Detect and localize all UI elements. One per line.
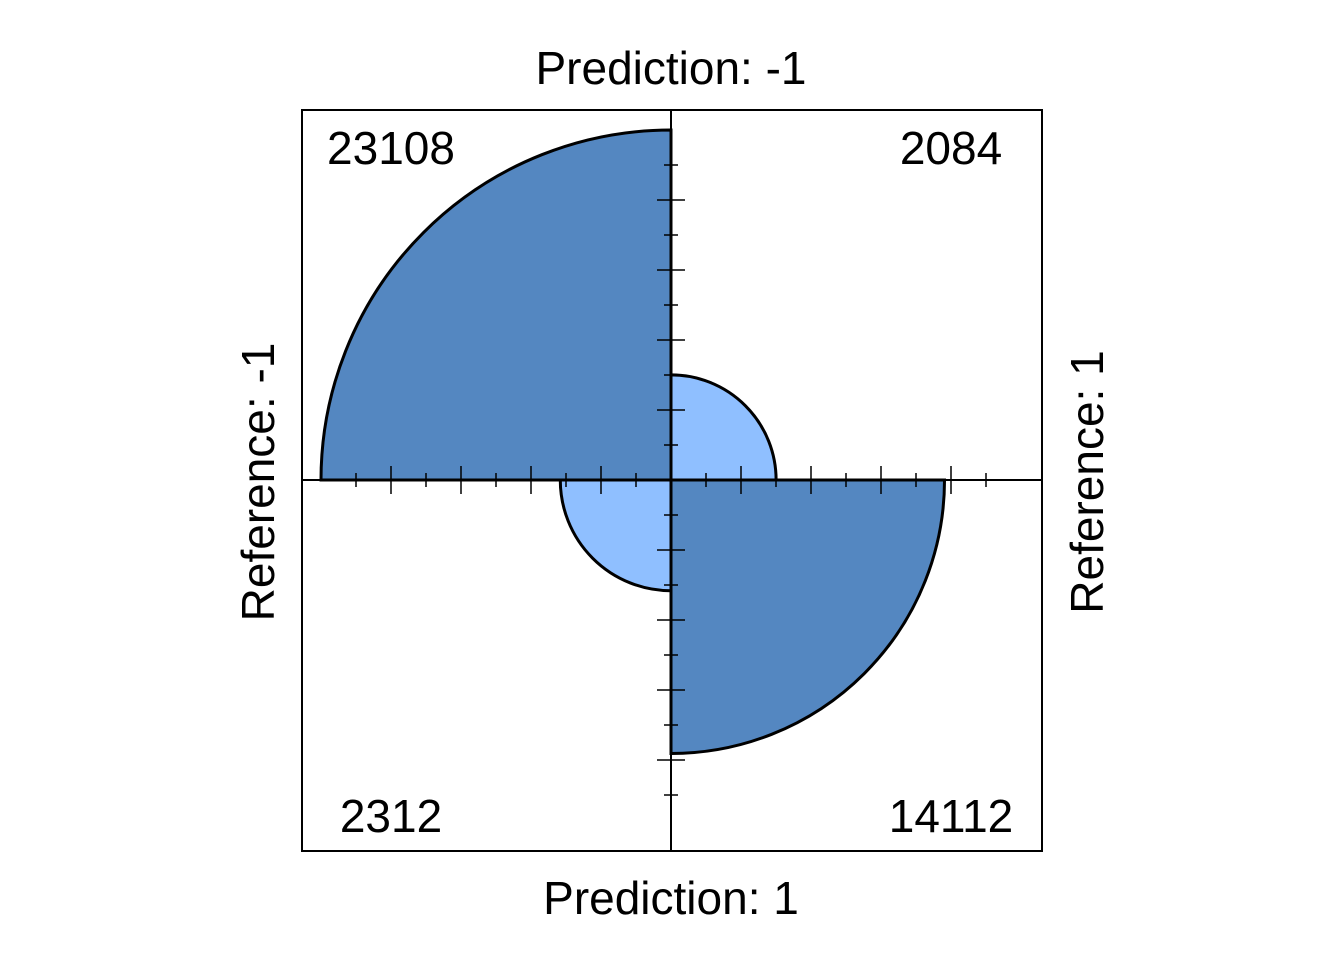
- count-label-top-left: 23108: [327, 122, 455, 174]
- sectors-layer: [319, 128, 947, 756]
- sector-bottom-left: [558, 478, 673, 593]
- label-right: Reference: 1: [1061, 350, 1113, 613]
- title-top: Prediction: -1: [535, 42, 806, 94]
- count-label-bottom-left: 2312: [340, 790, 442, 842]
- sector-top-right: [669, 373, 778, 482]
- plot-frame: [301, 109, 1043, 852]
- count-label-top-right: 2084: [900, 122, 1002, 174]
- label-left: Reference: -1: [232, 343, 284, 622]
- title-bottom: Prediction: 1: [543, 872, 799, 924]
- sector-bottom-right: [669, 478, 947, 756]
- sector-top-left: [319, 128, 673, 482]
- count-label-bottom-right: 14112: [889, 790, 1014, 842]
